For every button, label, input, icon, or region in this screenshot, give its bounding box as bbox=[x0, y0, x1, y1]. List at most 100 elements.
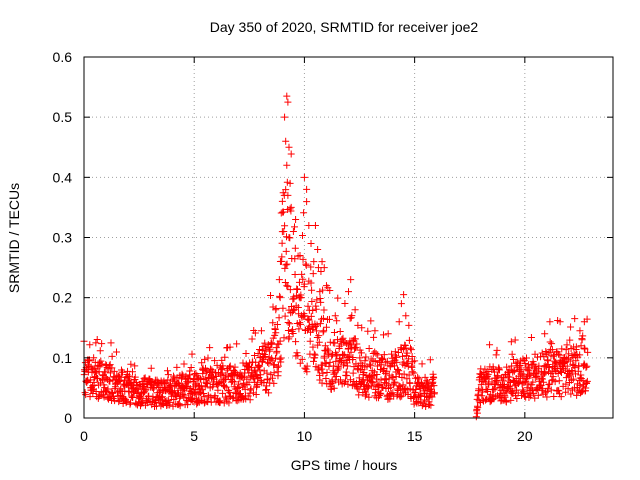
data-point bbox=[378, 354, 386, 362]
data-point bbox=[563, 341, 571, 349]
data-point bbox=[201, 355, 209, 363]
data-point bbox=[226, 362, 234, 370]
data-point bbox=[283, 161, 291, 169]
data-point bbox=[513, 386, 521, 394]
data-point bbox=[563, 362, 571, 370]
data-point bbox=[557, 393, 565, 401]
data-point bbox=[424, 381, 432, 389]
data-point bbox=[426, 401, 434, 409]
data-point bbox=[239, 359, 247, 367]
data-point bbox=[359, 376, 367, 384]
data-point bbox=[226, 343, 234, 351]
data-point bbox=[478, 392, 486, 400]
data-point bbox=[338, 335, 346, 343]
data-point bbox=[134, 384, 142, 392]
data-point bbox=[316, 320, 324, 328]
data-point bbox=[567, 323, 575, 331]
data-point bbox=[310, 258, 318, 266]
data-point bbox=[473, 409, 481, 417]
data-point bbox=[395, 318, 403, 326]
data-point bbox=[583, 377, 591, 385]
x-tick-label: 20 bbox=[517, 428, 533, 444]
data-point bbox=[310, 357, 318, 365]
data-point bbox=[303, 198, 311, 206]
data-point bbox=[106, 377, 114, 385]
data-point bbox=[511, 382, 519, 390]
data-point bbox=[535, 362, 543, 370]
data-point bbox=[361, 357, 369, 365]
data-point bbox=[353, 340, 361, 348]
data-point bbox=[510, 356, 518, 364]
data-point bbox=[283, 282, 291, 290]
data-point bbox=[275, 340, 283, 348]
data-point bbox=[347, 276, 355, 284]
data-point bbox=[326, 287, 334, 295]
data-point bbox=[383, 357, 391, 365]
data-point bbox=[395, 382, 403, 390]
data-point bbox=[306, 337, 314, 345]
data-point bbox=[549, 373, 557, 381]
data-point bbox=[313, 333, 321, 341]
data-point bbox=[287, 150, 295, 158]
data-point bbox=[281, 222, 289, 230]
data-point bbox=[377, 390, 385, 398]
data-point bbox=[218, 369, 226, 377]
data-point bbox=[281, 312, 289, 320]
data-point bbox=[307, 279, 315, 287]
data-point bbox=[281, 278, 289, 286]
x-axis-label: GPS time / hours bbox=[291, 457, 398, 473]
data-point bbox=[548, 346, 556, 354]
data-point bbox=[107, 339, 115, 347]
data-point bbox=[256, 366, 264, 374]
data-point bbox=[578, 336, 586, 344]
data-point bbox=[276, 294, 284, 302]
data-point bbox=[235, 380, 243, 388]
data-point bbox=[349, 369, 357, 377]
data-point bbox=[196, 375, 204, 383]
data-point bbox=[551, 357, 559, 365]
data-point bbox=[548, 368, 556, 376]
data-point bbox=[402, 312, 410, 320]
data-point bbox=[278, 253, 286, 261]
data-point bbox=[273, 347, 281, 355]
data-point bbox=[580, 344, 588, 352]
data-point bbox=[162, 387, 170, 395]
data-point bbox=[519, 355, 527, 363]
data-point bbox=[577, 371, 585, 379]
y-tick-label: 0.1 bbox=[53, 350, 73, 366]
y-tick-label: 0.2 bbox=[53, 290, 73, 306]
data-point bbox=[279, 208, 287, 216]
data-point bbox=[257, 327, 265, 335]
data-point bbox=[541, 369, 549, 377]
data-point bbox=[311, 351, 319, 359]
data-point bbox=[430, 389, 438, 397]
data-point bbox=[343, 372, 351, 380]
data-point bbox=[305, 316, 313, 324]
data-point bbox=[382, 359, 390, 367]
data-point bbox=[473, 405, 481, 413]
data-point bbox=[569, 375, 577, 383]
data-point bbox=[362, 353, 370, 361]
data-point bbox=[484, 370, 492, 378]
data-point bbox=[517, 366, 525, 374]
data-point bbox=[475, 385, 483, 393]
data-point bbox=[576, 351, 584, 359]
data-point bbox=[544, 384, 552, 392]
data-point bbox=[541, 330, 549, 338]
data-point bbox=[110, 367, 118, 375]
data-point bbox=[543, 387, 551, 395]
data-point bbox=[293, 285, 301, 293]
data-point bbox=[532, 363, 540, 371]
data-point bbox=[373, 362, 381, 370]
data-point bbox=[307, 312, 315, 320]
data-point bbox=[516, 361, 524, 369]
data-point bbox=[571, 315, 579, 323]
data-point bbox=[502, 398, 510, 406]
data-point bbox=[298, 231, 306, 239]
data-point bbox=[405, 371, 413, 379]
data-point bbox=[296, 359, 304, 367]
data-point bbox=[341, 299, 349, 307]
data-point bbox=[316, 288, 324, 296]
data-point bbox=[285, 234, 293, 241]
data-point bbox=[330, 384, 338, 392]
